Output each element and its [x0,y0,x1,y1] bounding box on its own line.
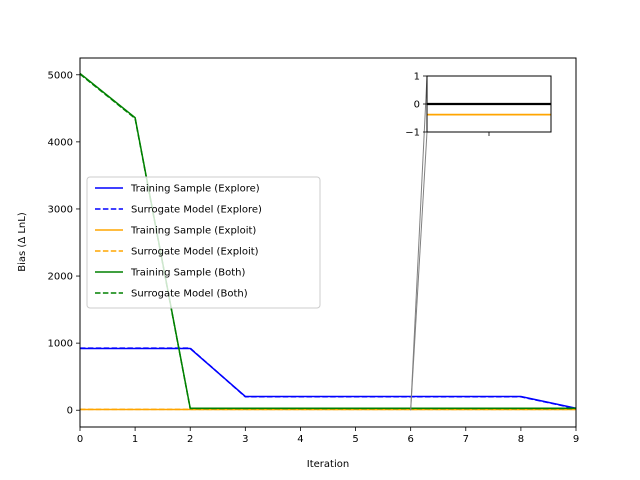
legend-entry-4: Training Sample (Both) [130,268,245,279]
legend-entry-2: Training Sample (Exploit) [130,226,256,237]
legend-entry-0: Training Sample (Explore) [130,184,260,195]
x-tick-label: 4 [297,434,303,445]
inset-y-tick-label: −1 [405,128,420,139]
y-tick-label: 0 [67,406,73,417]
y-tick-label: 1000 [48,339,73,350]
y-tick-label: 2000 [48,272,73,283]
y-tick-label: 5000 [48,70,73,81]
y-axis-label: Bias (Δ LnL) [17,212,28,272]
connector-line-bottom [410,131,428,411]
series-line-1 [80,347,577,410]
inset-axes: −1 0 1 [405,72,552,139]
legend-entry-3: Surrogate Model (Exploit) [131,247,259,258]
plot-frame [79,57,577,428]
y-axis-ticks: 0 1000 2000 3000 4000 5000 [48,70,80,417]
legend-entry-5: Surrogate Model (Both) [131,289,248,300]
y-tick-label: 4000 [48,137,73,148]
x-tick-label: 0 [77,434,83,445]
x-tick-label: 5 [352,434,358,445]
x-tick-label: 8 [518,434,524,445]
inset-y-tick-label: 1 [414,72,420,83]
x-tick-label: 6 [407,434,413,445]
inset-y-tick-label: 0 [414,100,420,111]
x-tick-label: 9 [573,434,579,445]
legend-entry-1: Surrogate Model (Explore) [131,205,262,216]
legend: Training Sample (Explore) Surrogate Model… [86,176,321,309]
x-axis-ticks: 0 1 2 3 4 5 6 7 8 9 [77,427,579,445]
legend-box [86,176,321,309]
x-axis-label: Iteration [307,459,349,470]
x-tick-label: 7 [463,434,469,445]
y-tick-label: 3000 [48,204,73,215]
x-tick-label: 3 [242,434,248,445]
x-tick-label: 1 [132,434,138,445]
x-tick-label: 2 [187,434,193,445]
